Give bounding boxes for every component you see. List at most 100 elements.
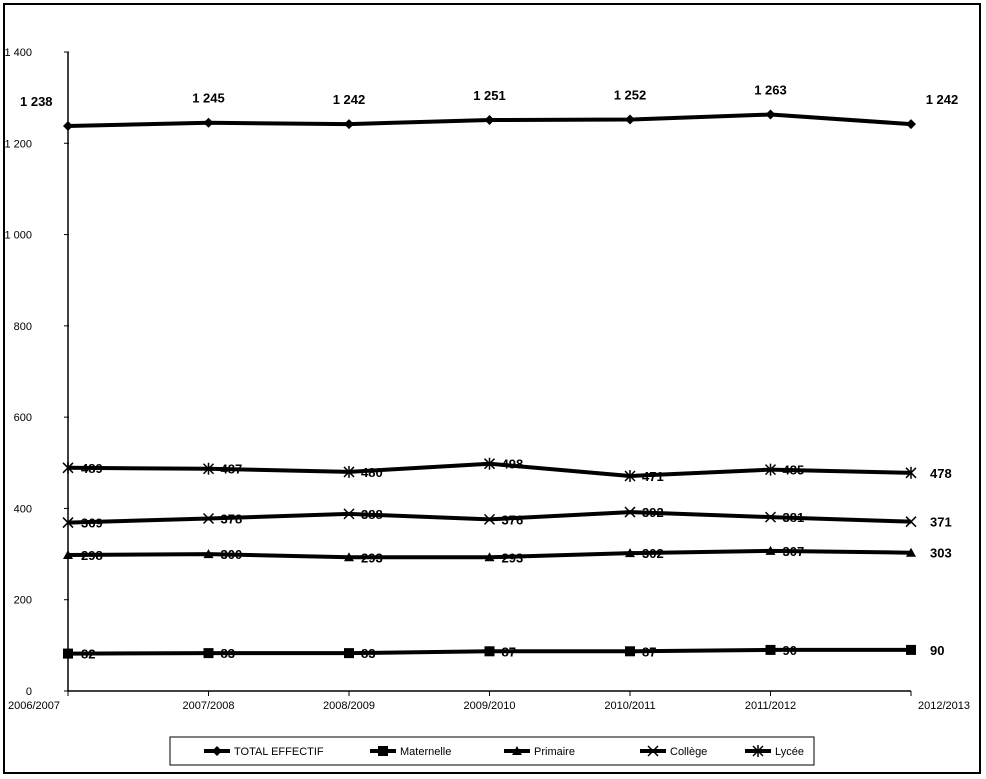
data-label: 90: [930, 643, 944, 658]
data-label: 392: [642, 505, 664, 520]
data-label: 369: [81, 516, 103, 531]
legend: TOTAL EFFECTIF Maternelle Primaire Collège L…: [169, 736, 815, 766]
x-marker-stroke: [624, 506, 636, 518]
square-marker: [344, 648, 354, 659]
x-tick-label: 2012/2013: [918, 700, 970, 712]
data-label: 487: [221, 462, 243, 477]
y-tick-label: 1 000: [4, 230, 32, 242]
legend-box: [169, 736, 815, 766]
x-tick-label: 2008/2009: [323, 700, 375, 712]
diamond-marker: [765, 109, 776, 120]
triangle-marker: [906, 547, 916, 557]
diamond-marker: [484, 115, 495, 126]
x-marker-stroke: [202, 512, 215, 525]
data-label: 1 263: [754, 83, 787, 98]
data-label: 293: [502, 550, 524, 565]
star-marker: [483, 457, 496, 470]
data-label: 480: [361, 465, 383, 480]
x-marker-stroke: [483, 513, 496, 525]
star-marker: [624, 470, 636, 483]
x-marker: [764, 511, 777, 523]
square-marker: [203, 648, 214, 659]
chart-frame: [3, 3, 981, 774]
y-tick-label: 1 400: [4, 47, 32, 59]
axes: 0 200 400 600 800 1 000 1 200 1 400 2006/2007 200…: [4, 47, 970, 712]
triangle-marker: [625, 548, 635, 558]
star-marker: [62, 461, 74, 474]
x-marker: [647, 745, 659, 757]
y-tick-label: 0: [26, 686, 32, 698]
x-marker-stroke: [905, 516, 917, 528]
data-label: 371: [930, 515, 952, 530]
diamond-marker: [212, 746, 222, 756]
data-label: 307: [783, 544, 805, 559]
data-label: 381: [783, 510, 805, 525]
markers: [62, 109, 917, 659]
data-label: 1 242: [926, 92, 959, 107]
data-label: 303: [930, 546, 952, 561]
diamond-marker: [906, 119, 916, 130]
x-marker: [905, 516, 917, 528]
data-label: 1 238: [20, 94, 53, 109]
data-label: 489: [81, 461, 103, 476]
x-marker-stroke: [764, 511, 777, 523]
y-tick-label: 1 200: [4, 138, 32, 150]
star-marker: [202, 462, 215, 475]
data-label: 293: [361, 550, 383, 565]
data-label: 388: [361, 507, 383, 522]
x-tick-label: 2010/2011: [604, 700, 655, 712]
legend-label: Collège: [670, 746, 707, 758]
data-label: 83: [221, 646, 235, 661]
square-marker: [625, 646, 635, 657]
data-label: 82: [81, 647, 95, 662]
x-tick-label: 2009/2010: [464, 700, 516, 712]
data-label: 478: [930, 466, 952, 481]
data-label: 485: [783, 463, 805, 478]
data-label: 1 245: [192, 91, 225, 106]
data-label: 378: [221, 511, 243, 526]
diamond-marker: [344, 119, 354, 130]
y-tick-label: 200: [14, 595, 32, 607]
star-marker: [905, 466, 917, 479]
triangle-marker: [484, 552, 495, 562]
data-label: 1 252: [614, 88, 647, 103]
square-marker: [765, 644, 776, 655]
legend-label: Lycée: [775, 746, 804, 758]
x-marker: [202, 512, 215, 525]
diamond-marker: [203, 117, 214, 128]
triangle-marker: [63, 549, 73, 559]
x-marker-stroke: [647, 745, 659, 757]
x-marker: [62, 517, 74, 529]
legend-label: TOTAL EFFECTIF: [234, 746, 324, 758]
star-marker: [343, 465, 355, 478]
x-marker: [483, 513, 496, 525]
x-marker: [624, 506, 636, 518]
y-tick-label: 600: [14, 412, 32, 424]
data-label: 1 242: [333, 92, 366, 107]
triangle-marker: [203, 549, 214, 559]
triangle-marker: [344, 552, 354, 562]
legend-label: Maternelle: [400, 746, 451, 758]
square-marker: [484, 646, 495, 657]
data-label: 302: [642, 546, 664, 561]
data-labels: 1 238 1 245 1 242 1 251 1 252 1 263 1 242 82 83 8…: [20, 83, 958, 662]
x-marker-stroke: [343, 508, 355, 520]
x-marker: [343, 508, 355, 520]
series-lines: [67, 112, 912, 656]
square-marker: [906, 644, 916, 655]
data-label: 300: [221, 547, 243, 562]
data-label: 498: [502, 457, 524, 472]
data-label: 83: [361, 646, 375, 661]
x-tick-label: 2006/2007: [8, 700, 60, 712]
data-label: 376: [502, 512, 524, 527]
data-label: 87: [502, 644, 516, 659]
diamond-marker: [625, 114, 635, 125]
square-marker: [63, 648, 73, 659]
y-tick-label: 400: [14, 503, 32, 515]
legend-label: Primaire: [534, 746, 575, 758]
data-label: 471: [642, 469, 664, 484]
data-label: 90: [783, 643, 797, 658]
x-tick-label: 2007/2008: [183, 700, 235, 712]
square-marker: [378, 746, 388, 756]
